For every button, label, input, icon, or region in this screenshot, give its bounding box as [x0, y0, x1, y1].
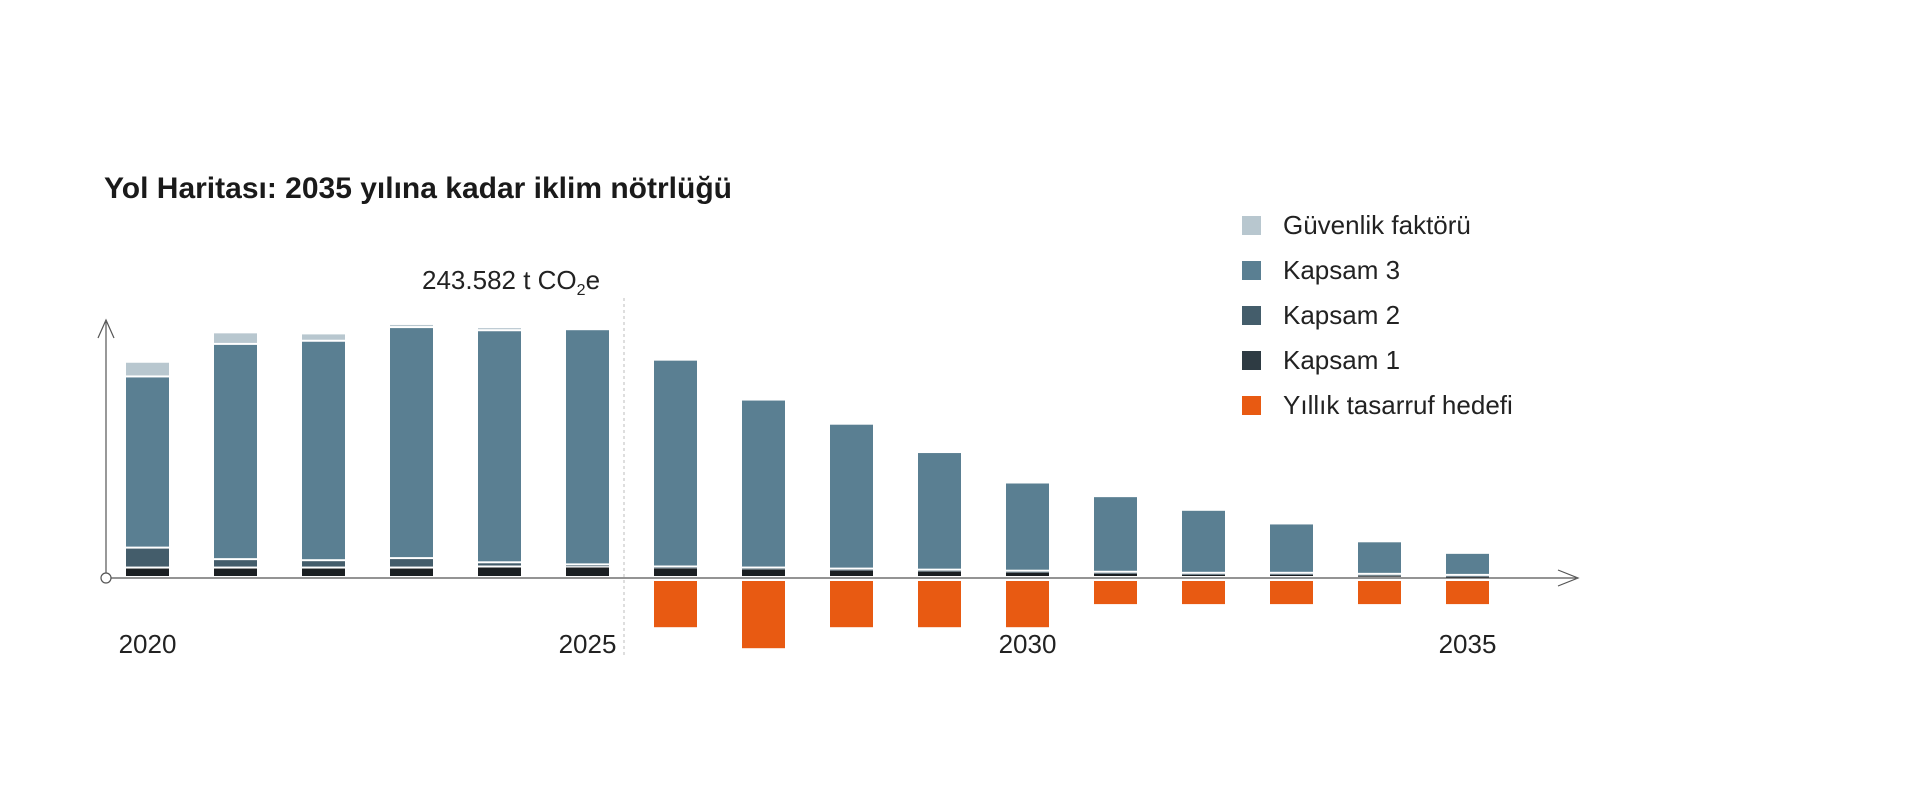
bar-segment: [478, 567, 521, 576]
bar-segment: [1182, 574, 1225, 576]
legend-item-scope-1: Kapsam 1: [1242, 338, 1513, 383]
legend-swatch: [1242, 216, 1261, 235]
bar-segment: [390, 324, 433, 327]
bar-segment: [302, 334, 345, 340]
x-tick-label: 2020: [119, 629, 177, 659]
bar-segment: [1446, 575, 1489, 577]
savings-bar: [1182, 581, 1225, 605]
legend-swatch: [1242, 306, 1261, 325]
legend-item-safety-factor: Güvenlik faktörü: [1242, 203, 1513, 248]
x-tick-label: 2030: [999, 629, 1057, 659]
bar-segment: [1006, 483, 1049, 570]
bar-segment: [126, 548, 169, 567]
bar-segment: [1358, 575, 1401, 577]
bar-segment: [566, 330, 609, 564]
bar-segment: [1446, 576, 1489, 578]
bar-segment: [918, 571, 961, 576]
bar-segment: [126, 377, 169, 547]
legend-swatch: [1242, 261, 1261, 280]
bar-segment: [478, 331, 521, 562]
bar-segment: [478, 563, 521, 566]
bar-segment: [126, 362, 169, 376]
bar-segment: [390, 559, 433, 567]
bar-segment: [1270, 574, 1313, 576]
savings-bar: [1358, 581, 1401, 605]
x-axis-arrow: [1557, 569, 1580, 587]
savings-bar: [742, 581, 785, 649]
bar-segment: [1270, 524, 1313, 572]
bar-segment: [1182, 573, 1225, 575]
bar-segment: [214, 568, 257, 576]
bar-segment: [1094, 497, 1137, 571]
bar-segment: [126, 568, 169, 576]
legend-item-scope-2: Kapsam 2: [1242, 293, 1513, 338]
bar-segment: [214, 333, 257, 343]
annotation-subscript: 2: [576, 282, 586, 300]
bar-segment: [654, 568, 697, 576]
x-tick-label: 2025: [559, 629, 617, 659]
bar-segment: [1446, 553, 1489, 574]
axis-origin: [100, 572, 112, 584]
savings-bar: [1446, 581, 1489, 605]
bar-segment: [214, 560, 257, 567]
bar-segment: [1270, 573, 1313, 575]
bar-segment: [918, 453, 961, 569]
bar-segment: [830, 570, 873, 576]
savings-bar: [918, 581, 961, 628]
bar-segment: [566, 567, 609, 576]
bar-segment: [654, 567, 697, 569]
annotation-suffix: e: [585, 265, 601, 295]
legend-label: Güvenlik faktörü: [1283, 210, 1471, 240]
bar-segment: [742, 568, 785, 570]
bar-segment: [742, 400, 785, 567]
bar-segment: [478, 328, 521, 330]
bar-segment: [302, 561, 345, 567]
bar-segment: [302, 568, 345, 576]
legend-label: Kapsam 3: [1283, 255, 1401, 285]
x-tick-label: 2035: [1439, 629, 1497, 659]
chart-title: Yol Haritası: 2035 yılına kadar iklim nö…: [104, 172, 732, 205]
legend-swatch: [1242, 396, 1261, 415]
bar-segment: [1358, 574, 1401, 576]
savings-bar: [1270, 581, 1313, 605]
bar-segment: [654, 360, 697, 566]
peak-annotation: 243.582 t CO2e: [422, 265, 600, 300]
bar-segment: [1182, 510, 1225, 572]
annotation-value: 243.582 t CO: [422, 265, 577, 295]
legend-label: Yıllık tasarruf hedefi: [1283, 390, 1513, 420]
bar-segment: [302, 341, 345, 560]
bar-segment: [1094, 573, 1137, 576]
bar-segment: [566, 565, 609, 567]
bar-segment: [1358, 542, 1401, 573]
savings-bar: [830, 581, 873, 628]
bar-segment: [390, 568, 433, 576]
bar-segment: [918, 570, 961, 572]
bar-segment: [1094, 572, 1137, 574]
bar-segment: [1006, 571, 1049, 573]
legend-label: Kapsam 2: [1283, 300, 1401, 330]
bar-segment: [830, 424, 873, 568]
y-axis-arrow: [97, 318, 115, 339]
legend-label: Kapsam 1: [1283, 345, 1401, 375]
bar-segment: [1006, 572, 1049, 576]
savings-bar: [1094, 581, 1137, 605]
legend-item-savings-target: Yıllık tasarruf hedefi: [1242, 383, 1513, 428]
savings-bar: [1006, 581, 1049, 628]
bar-segment: [214, 344, 257, 559]
legend: Güvenlik faktörü Kapsam 3 Kapsam 2 Kapsa…: [1242, 203, 1513, 428]
legend-item-scope-3: Kapsam 3: [1242, 248, 1513, 293]
legend-swatch: [1242, 351, 1261, 370]
bar-segment: [742, 569, 785, 576]
bar-segment: [390, 328, 433, 558]
bar-segment: [830, 569, 873, 571]
savings-bar: [654, 581, 697, 628]
